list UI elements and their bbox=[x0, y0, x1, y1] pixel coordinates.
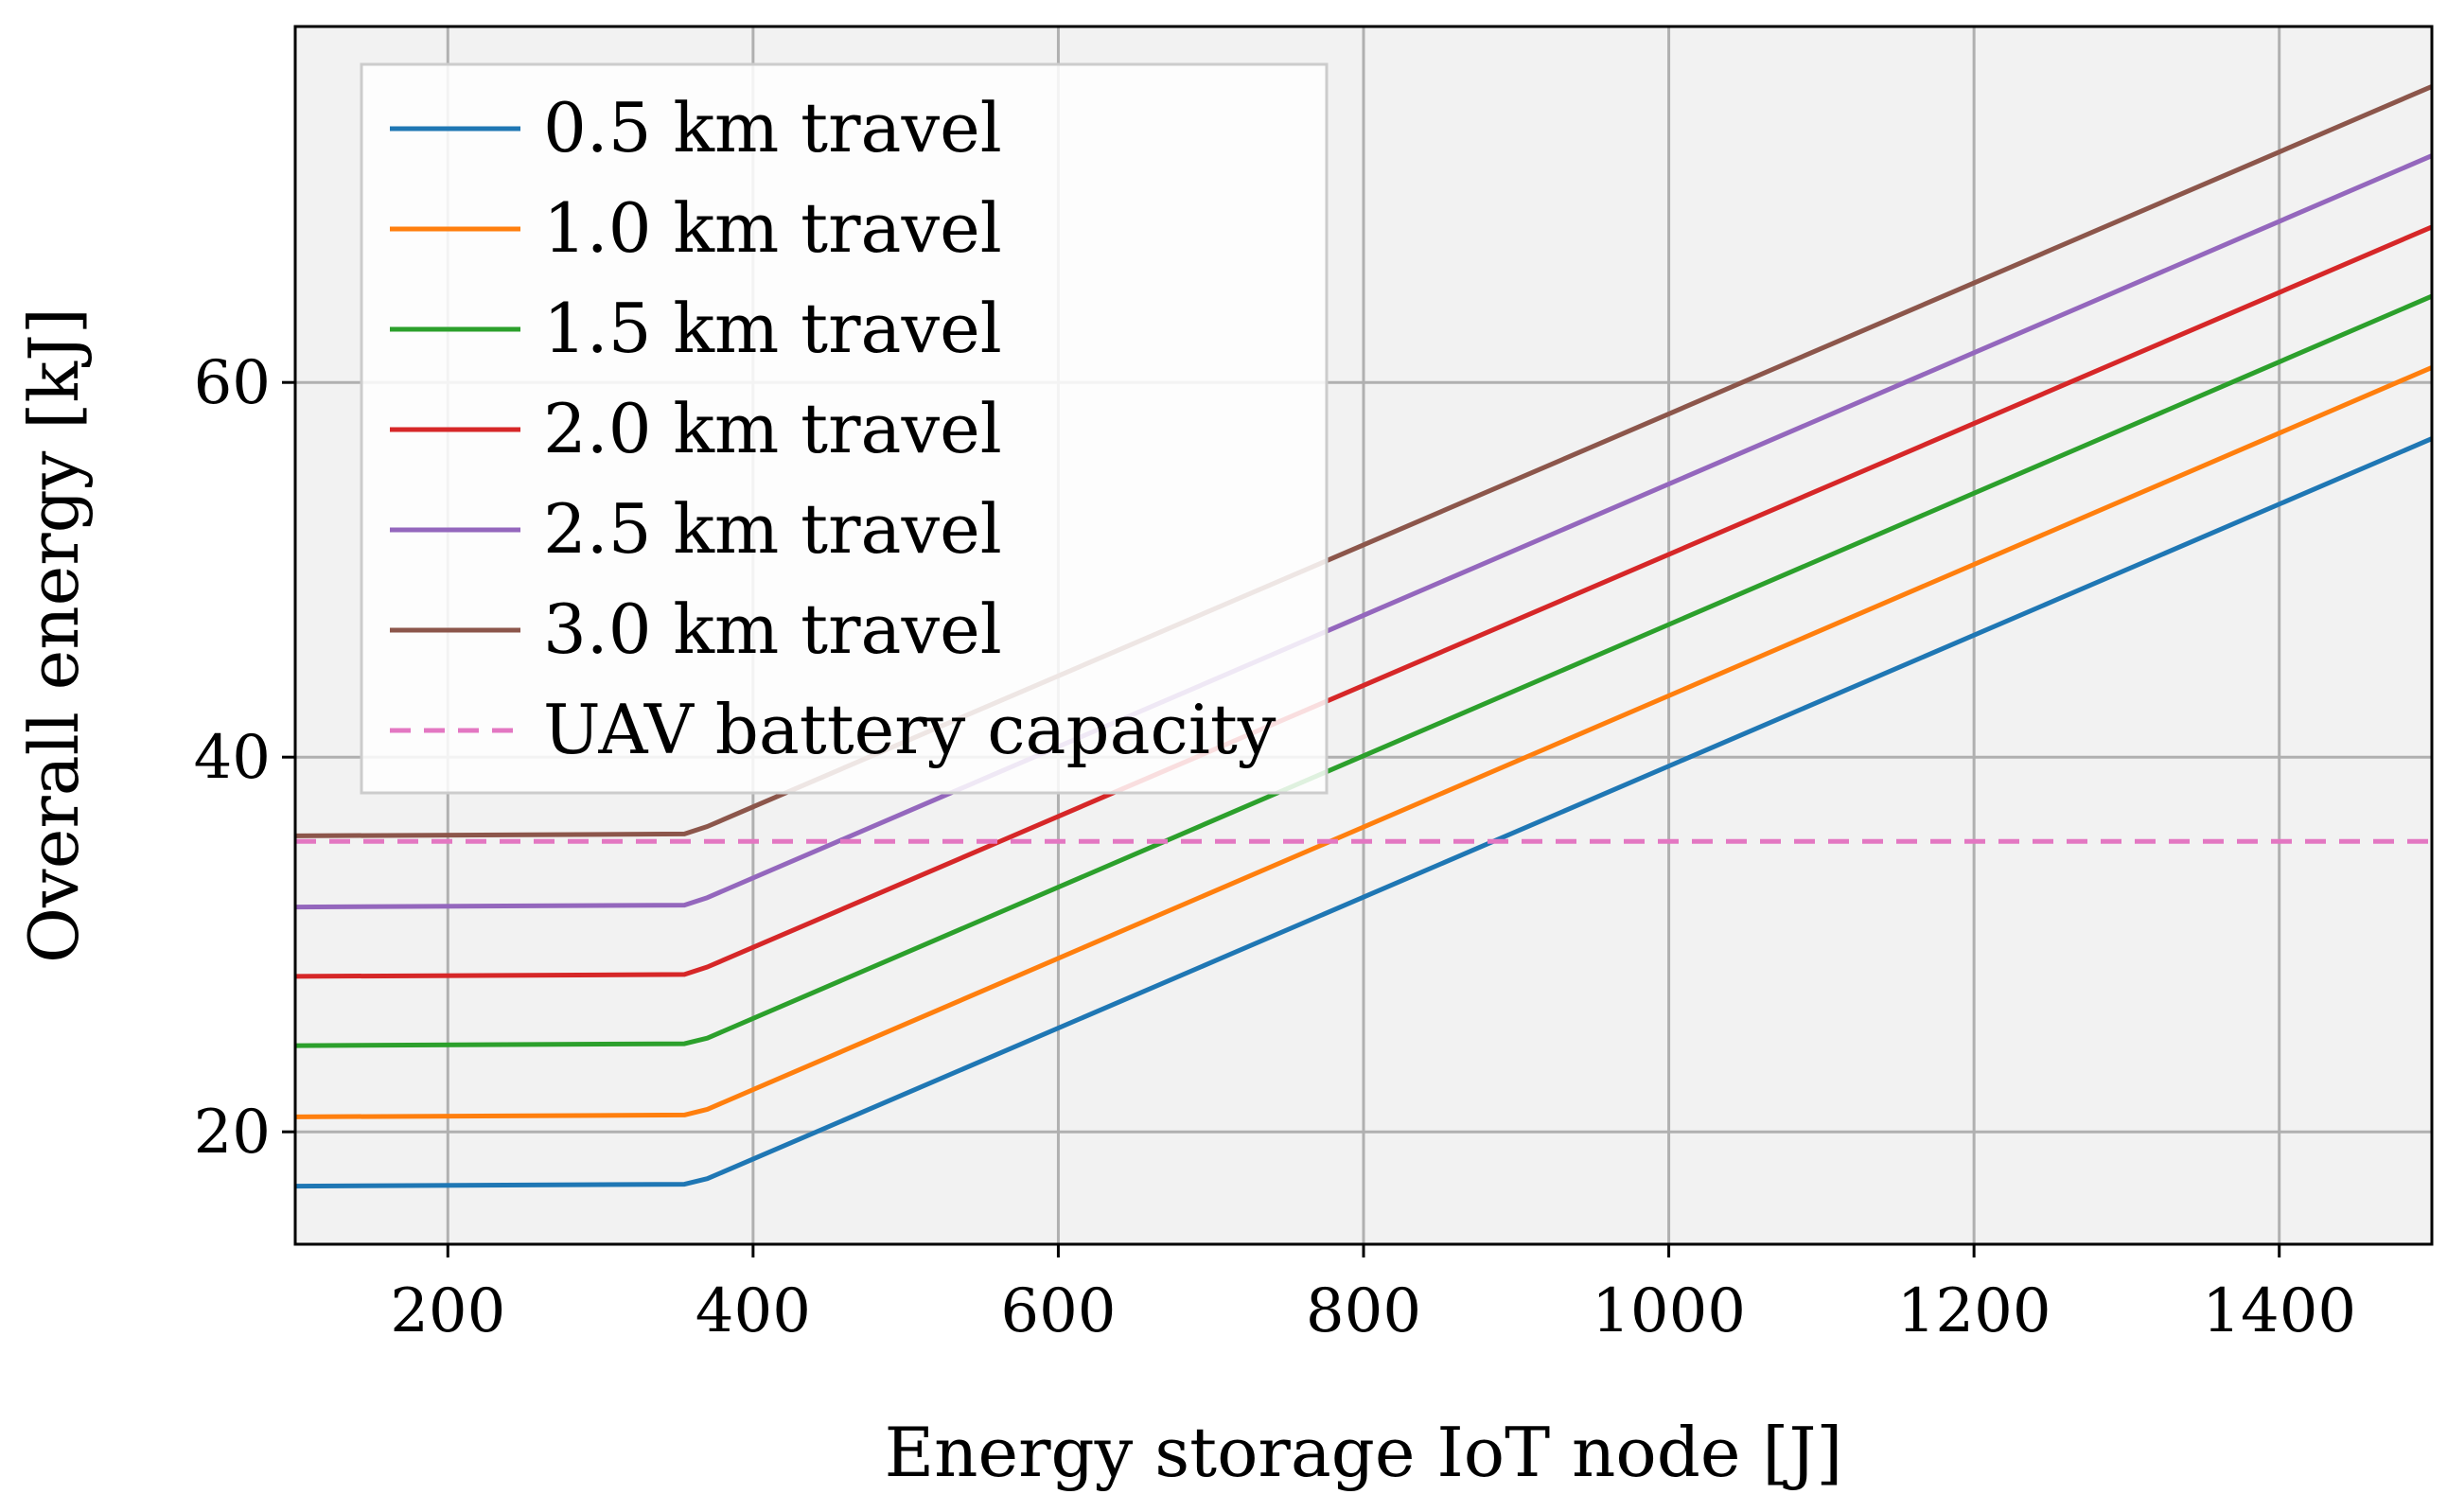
x-axis-label: Energy storage IoT node [J] bbox=[885, 1413, 1843, 1492]
x-tick-label: 1400 bbox=[2202, 1276, 2356, 1346]
x-tick-label: 600 bbox=[1000, 1276, 1116, 1346]
x-tick-label: 1000 bbox=[1592, 1276, 1746, 1346]
legend-label-6: UAV battery capacity bbox=[543, 690, 1276, 769]
series-line-3 bbox=[294, 224, 2433, 979]
legend-box bbox=[360, 62, 1329, 795]
legend: 0.5 km travel 1.0 km travel 1.5 km travel 2… bbox=[360, 62, 1329, 795]
series-line-2 bbox=[294, 293, 2433, 1048]
series-line-1 bbox=[294, 365, 2433, 1119]
series-line-4 bbox=[294, 153, 2433, 910]
x-tick-label: 400 bbox=[695, 1276, 811, 1346]
series-lines bbox=[294, 84, 2433, 1189]
x-tick-label: 1200 bbox=[1897, 1276, 2051, 1346]
x-tick-label: 200 bbox=[390, 1276, 505, 1346]
legend-label-2: 1.5 km travel bbox=[543, 289, 1002, 368]
series-line-0 bbox=[294, 436, 2433, 1189]
ticks: 200 400 600 800 1000 1200 1400 20 40 60 bbox=[194, 348, 2357, 1346]
x-tick-label: 800 bbox=[1306, 1276, 1421, 1346]
y-axis-label: Overall energy [kJ] bbox=[14, 308, 94, 963]
legend-label-5: 3.0 km travel bbox=[543, 589, 1002, 669]
legend-label-1: 1.0 km travel bbox=[543, 188, 1002, 268]
legend-label-4: 2.5 km travel bbox=[543, 489, 1002, 569]
series-line-5 bbox=[294, 84, 2433, 838]
legend-label-3: 2.0 km travel bbox=[543, 389, 1002, 468]
y-tick-label: 40 bbox=[194, 723, 271, 793]
legend-label-0: 0.5 km travel bbox=[543, 88, 1002, 167]
y-tick-label: 20 bbox=[194, 1098, 271, 1168]
y-tick-label: 60 bbox=[194, 348, 271, 418]
